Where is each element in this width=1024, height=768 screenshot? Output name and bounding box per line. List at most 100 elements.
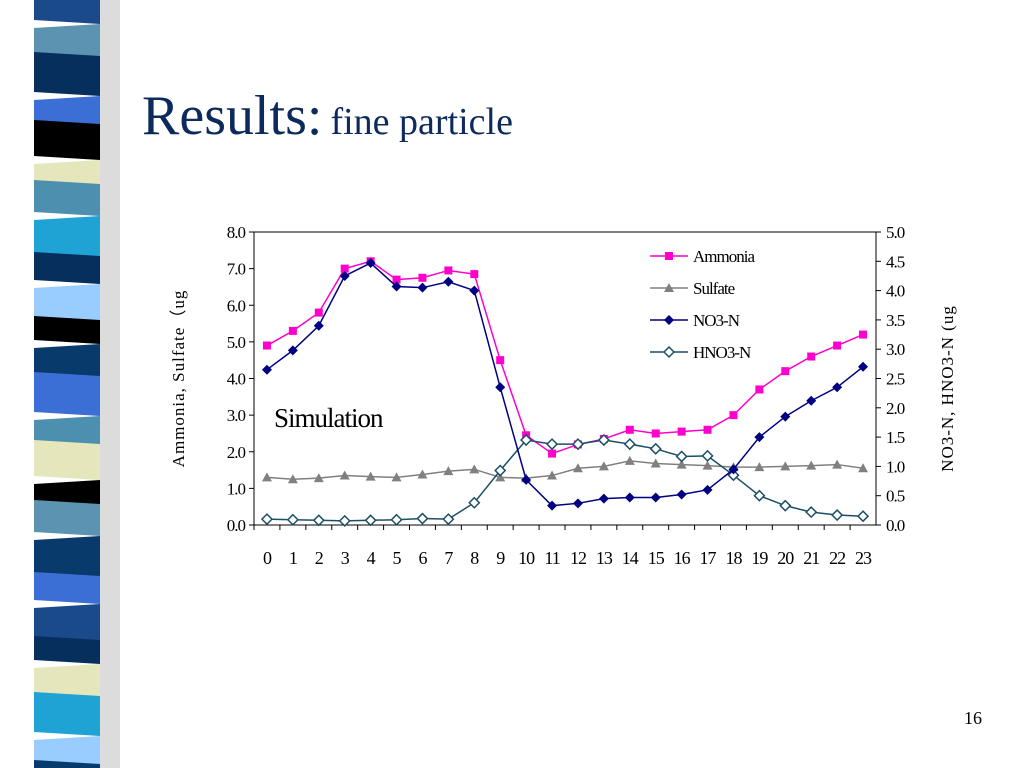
y2-tick-label: 4.5 [886,252,905,271]
data-point-no3-n [676,489,687,500]
legend-label: HNO3-N [693,343,751,362]
y2-tick-label: 3.5 [886,311,905,330]
x-tick-label: 9 [496,548,505,568]
data-point-hno3-n [675,450,688,463]
data-point-sulfate [365,471,376,481]
y-tick-label: 1.0 [227,479,246,498]
data-point-ammonia [807,352,816,361]
y-tick-label: 7.0 [227,260,246,279]
data-point-no3-n [728,464,739,475]
series-line-hno3-n [266,439,864,522]
x-tick-label: 7 [444,548,453,568]
data-point-hno3-n [856,510,870,523]
data-point-sulfate [754,462,765,472]
data-point-hno3-n [312,514,325,527]
data-point-hno3-n [571,438,585,451]
stripe-band [34,316,100,344]
x-tick-label: 2 [315,548,323,568]
slide-number: 16 [964,708,982,728]
legend-label: Sulfate [693,279,735,298]
data-point-no3-n [650,492,661,503]
data-point-no3-n [702,484,713,495]
y2-tick-label: 0.5 [886,487,905,506]
data-point-ammonia [651,429,660,438]
data-point-sulfate [676,459,687,469]
y2-tick-label: 4.0 [886,282,905,301]
data-point-ammonia [548,449,557,458]
data-point-sulfate [598,461,609,471]
series-line-sulfate [266,460,864,480]
stripe-band [34,284,100,324]
data-point-no3-n [339,270,350,281]
stripe-band [34,572,100,604]
data-point-sulfate [650,458,661,468]
x-tick-label: 4 [367,548,376,568]
data-point-no3-n [806,395,817,406]
data-point-ammonia [288,326,297,335]
stripe-band [34,96,100,128]
data-point-sulfate [287,474,298,484]
data-point-hno3-n [623,438,636,451]
legend-marker [664,283,674,292]
data-point-no3-n [754,432,765,443]
stripe-band [34,0,100,24]
data-point-hno3-n [701,449,714,462]
data-point-no3-n [780,411,791,422]
stripe-band [34,52,100,96]
data-point-sulfate [469,464,480,474]
simulation-annotation: Simulation [274,403,384,433]
stripe-band [34,736,100,768]
x-tick-label: 21 [803,548,819,568]
series-sulfate [261,455,869,484]
decorative-side-stripes [34,0,120,768]
data-point-hno3-n [649,442,662,455]
data-point-sulfate [313,473,324,483]
x-tick-label: 8 [470,548,479,568]
x-tick-label: 19 [751,548,768,568]
data-point-hno3-n [727,469,740,482]
x-tick-label: 14 [622,548,639,568]
data-point-ammonia [470,270,479,279]
data-point-ammonia [703,425,712,434]
data-point-ammonia [314,308,323,317]
x-tick-label: 18 [725,548,742,568]
x-tick-label: 16 [674,548,691,568]
data-point-no3-n [365,258,376,269]
data-point-ammonia [262,341,271,350]
stripe-band [34,536,100,580]
slide-title: Results: fine particle [142,84,513,148]
data-point-sulfate [780,461,791,471]
data-point-sulfate [339,470,350,480]
x-tick-label: 3 [341,548,350,568]
data-point-no3-n [287,345,298,356]
data-point-sulfate [443,466,454,476]
x-tick-label: 11 [544,548,559,568]
x-tick-label: 13 [596,548,613,568]
line-chart: 0.0 1.0 2.0 3.0 4.0 5.0 6.0 7.0 8.0 0.0 0.5 1.0 1.5 2… [169,223,957,568]
x-tick-label: 1 [289,548,297,568]
x-tick-label: 10 [518,548,535,568]
data-point-ammonia [833,341,842,350]
x-tick-label: 15 [648,548,665,568]
data-point-sulfate [702,460,713,470]
x-tick-label: 20 [777,548,794,568]
data-point-sulfate [806,460,817,470]
data-point-ammonia [625,425,634,434]
data-point-no3-n [572,498,583,509]
y-tick-label: 4.0 [227,370,246,389]
y-tick-label: 2.0 [227,443,246,462]
data-point-hno3-n [545,438,559,451]
y-axis-label: Ammonia, Sulfate（ug [169,290,188,468]
data-point-hno3-n [779,499,792,512]
data-point-no3-n [495,382,506,393]
data-point-ammonia [340,264,349,273]
data-point-sulfate [547,470,558,480]
y2-tick-label: 2.5 [886,370,905,389]
stripe-band [34,500,100,536]
data-point-no3-n [624,492,635,503]
y-tick-label: 0.0 [227,516,246,535]
stripe-band [34,372,100,416]
stripe-band [34,440,100,480]
data-point-sulfate [858,463,869,473]
stripe-band [34,180,100,216]
